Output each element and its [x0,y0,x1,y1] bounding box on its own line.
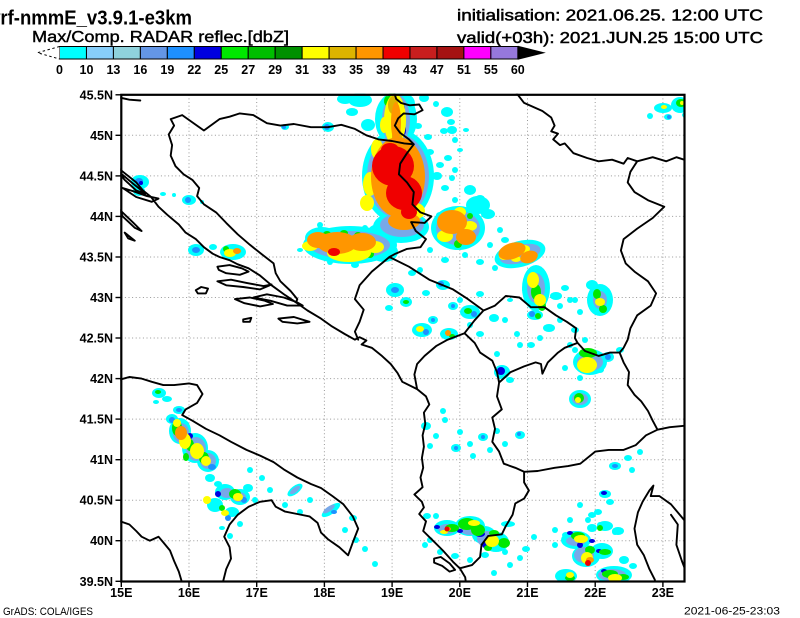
svg-text:44.5N: 44.5N [80,169,113,183]
svg-text:35: 35 [349,63,363,77]
svg-text:31: 31 [295,63,309,77]
svg-text:45N: 45N [90,129,113,143]
svg-text:21E: 21E [516,586,538,600]
svg-text:0: 0 [56,63,63,77]
svg-text:25: 25 [214,63,228,77]
svg-text:22E: 22E [584,586,606,600]
svg-text:initialisation: 2021.06.25. 12: initialisation: 2021.06.25. 12:00 UTC [457,8,763,25]
svg-text:15E: 15E [110,586,132,600]
svg-text:10: 10 [80,63,94,77]
svg-text:19: 19 [160,63,174,77]
svg-text:60: 60 [511,63,525,77]
svg-text:51: 51 [457,63,471,77]
svg-text:45.5N: 45.5N [80,88,113,102]
svg-text:22: 22 [187,63,201,77]
svg-text:44N: 44N [90,210,113,224]
svg-text:43: 43 [403,63,417,77]
svg-text:18E: 18E [313,586,335,600]
svg-text:19E: 19E [381,586,403,600]
svg-text:16: 16 [133,63,147,77]
svg-text:55: 55 [484,63,498,77]
svg-text:47: 47 [430,63,444,77]
svg-text:42.5N: 42.5N [80,332,113,346]
svg-text:23E: 23E [652,586,674,600]
svg-text:43.5N: 43.5N [80,251,113,265]
svg-text:29: 29 [268,63,282,77]
svg-text:wrf-nmmE_v3.9.1-e3km: wrf-nmmE_v3.9.1-e3km [0,8,192,30]
svg-text:40N: 40N [90,534,113,548]
svg-text:43N: 43N [90,291,113,305]
svg-text:40.5N: 40.5N [80,494,113,508]
svg-text:42N: 42N [90,372,113,386]
svg-text:17E: 17E [246,586,268,600]
svg-text:27: 27 [241,63,255,77]
svg-text:Max/Comp. RADAR reflec.[dbZ]: Max/Comp. RADAR reflec.[dbZ] [32,29,289,46]
svg-text:41N: 41N [90,453,113,467]
svg-text:16E: 16E [178,586,200,600]
svg-text:13: 13 [106,63,120,77]
svg-text:41.5N: 41.5N [80,413,113,427]
svg-text:2021-06-25-23:03: 2021-06-25-23:03 [684,606,780,618]
svg-text:39: 39 [376,63,390,77]
svg-text:20E: 20E [449,586,471,600]
svg-text:39.5N: 39.5N [80,575,113,589]
svg-text:GrADS: COLA/IGES: GrADS: COLA/IGES [3,606,93,618]
svg-text:valid(+03h): 2021.JUN.25 15:00: valid(+03h): 2021.JUN.25 15:00 UTC [457,30,763,47]
svg-text:33: 33 [322,63,336,77]
